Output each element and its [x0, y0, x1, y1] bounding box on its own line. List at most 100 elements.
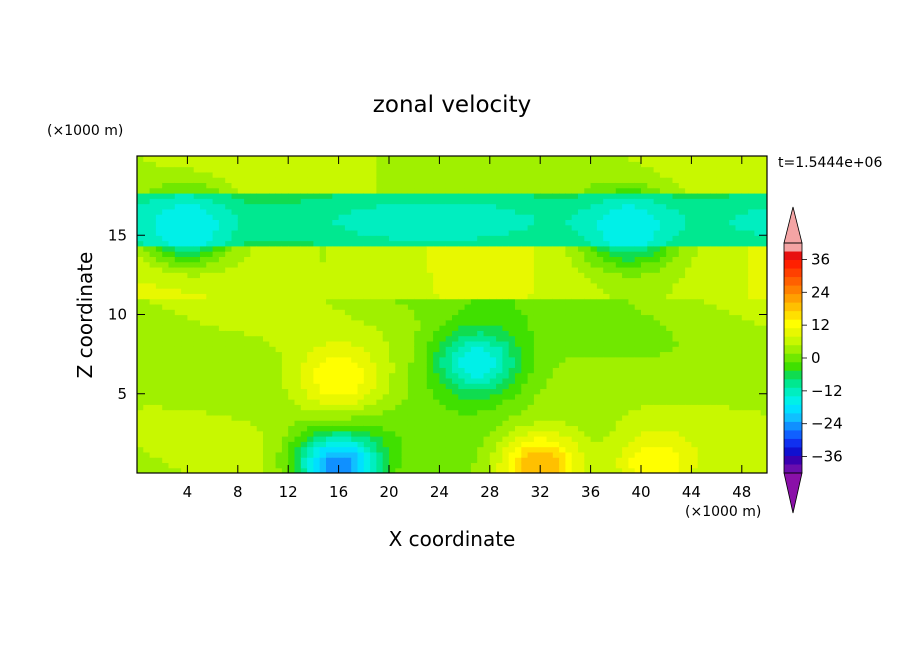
field-cell — [578, 161, 585, 168]
field-cell — [628, 404, 636, 411]
field-cell — [181, 441, 188, 448]
field-cell — [609, 235, 617, 242]
field-cell — [420, 335, 428, 342]
field-cell — [200, 409, 207, 416]
field-cell — [552, 261, 560, 268]
contour-field — [137, 156, 767, 473]
field-cell — [269, 156, 277, 162]
field-cell — [521, 319, 529, 326]
field-cell — [407, 462, 415, 469]
field-cell — [647, 372, 655, 379]
field-cell — [338, 351, 346, 358]
field-cell — [256, 372, 264, 379]
field-cell — [641, 203, 648, 210]
field-cell — [344, 393, 352, 400]
field-cell — [596, 399, 604, 405]
field-cell — [401, 399, 409, 405]
field-cell — [263, 261, 270, 268]
field-cell — [445, 330, 453, 337]
field-cell — [407, 446, 415, 453]
field-cell — [407, 425, 415, 432]
field-cell — [200, 229, 207, 236]
field-cell — [452, 441, 459, 448]
field-cell — [326, 187, 333, 194]
field-cell — [401, 187, 409, 194]
field-cell — [143, 372, 151, 379]
field-cell — [168, 314, 176, 321]
field-cell — [269, 335, 277, 342]
field-cell — [155, 277, 163, 284]
field-cell — [571, 261, 579, 268]
field-cell — [344, 420, 352, 427]
field-cell — [464, 399, 472, 405]
field-cell — [445, 441, 453, 448]
field-cell — [603, 256, 611, 263]
field-cell — [137, 314, 144, 321]
field-cell — [489, 319, 497, 326]
field-cell — [162, 272, 170, 279]
field-cell — [628, 420, 636, 427]
field-cell — [559, 314, 566, 321]
field-cell — [382, 177, 390, 184]
field-cell — [294, 198, 302, 205]
field-cell — [584, 251, 592, 257]
field-cell — [143, 377, 151, 384]
field-cell — [615, 303, 623, 310]
field-cell — [389, 240, 396, 247]
field-cell — [263, 266, 270, 273]
field-cell — [559, 251, 566, 257]
field-cell — [502, 235, 510, 242]
field-cell — [496, 356, 503, 363]
field-cell — [376, 372, 384, 379]
field-cell — [609, 367, 617, 374]
field-cell — [281, 156, 289, 162]
field-cell — [533, 314, 541, 321]
field-cell — [363, 404, 371, 411]
field-cell — [470, 177, 478, 184]
field-cell — [433, 467, 440, 473]
field-cell — [250, 156, 258, 162]
field-cell — [489, 219, 497, 226]
field-cell — [464, 420, 472, 427]
field-cell — [263, 367, 270, 374]
field-cell — [470, 245, 478, 252]
field-cell — [433, 346, 440, 353]
field-cell — [502, 335, 510, 342]
field-cell — [584, 420, 592, 427]
field-cell — [218, 399, 226, 405]
field-cell — [162, 256, 170, 263]
field-cell — [533, 356, 541, 363]
field-cell — [641, 356, 648, 363]
field-cell — [187, 362, 195, 368]
field-cell — [281, 177, 289, 184]
field-cell — [326, 388, 333, 395]
field-cell — [275, 256, 283, 263]
field-cell — [187, 245, 195, 252]
field-cell — [149, 272, 157, 279]
field-cell — [433, 171, 440, 178]
field-cell — [470, 388, 478, 395]
field-cell — [193, 303, 201, 310]
field-cell — [521, 399, 529, 405]
field-cell — [609, 451, 617, 458]
field-cell — [174, 298, 182, 305]
field-cell — [603, 362, 611, 368]
field-cell — [344, 409, 352, 416]
field-cell — [464, 235, 472, 242]
field-cell — [319, 177, 327, 184]
field-cell — [395, 156, 403, 162]
field-cell — [565, 377, 573, 384]
field-cell — [389, 393, 396, 400]
field-cell — [565, 420, 573, 427]
field-cell — [137, 161, 144, 168]
field-cell — [288, 208, 296, 215]
field-cell — [458, 187, 466, 194]
field-cell — [143, 330, 151, 337]
field-cell — [546, 161, 554, 168]
field-cell — [300, 319, 308, 326]
field-cell — [647, 235, 655, 242]
field-cell — [527, 177, 535, 184]
field-cell — [218, 404, 226, 411]
field-cell — [647, 314, 655, 321]
field-cell — [363, 314, 371, 321]
